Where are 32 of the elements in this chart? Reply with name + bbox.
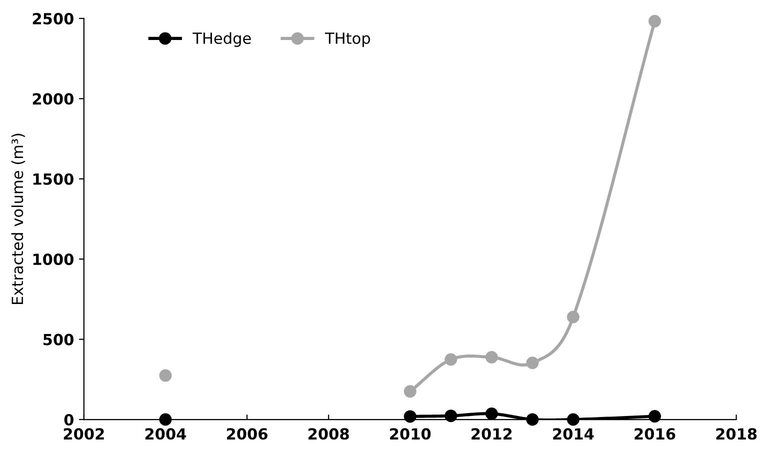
y-tick-label: 500 xyxy=(43,334,74,346)
point xyxy=(485,407,498,420)
x-tick-label: 2018 xyxy=(716,428,757,440)
y-axis-title: Extracted volume (m³) xyxy=(11,134,25,304)
x-tick-label: 2006 xyxy=(226,428,268,440)
x-tick-label: 2010 xyxy=(390,428,431,440)
point xyxy=(159,413,172,426)
point xyxy=(566,413,580,426)
legend-label: THtop xyxy=(324,32,370,47)
point xyxy=(444,410,458,422)
x-tick-label: 2004 xyxy=(145,428,186,440)
x-tick-label: 2014 xyxy=(553,428,594,440)
x-tick-label: 2016 xyxy=(634,428,676,440)
point xyxy=(404,385,416,398)
x-tick-label: 2002 xyxy=(64,428,104,440)
y-tick-label: 0 xyxy=(64,414,74,426)
point xyxy=(485,351,498,364)
y-tick-label: 2000 xyxy=(32,93,74,105)
y-tick-label: 2500 xyxy=(32,12,74,24)
y-tick-label: 1500 xyxy=(33,173,74,185)
legend-label: THedge xyxy=(192,32,251,47)
y-tick-label: 1000 xyxy=(33,254,74,266)
x-tick-label: 2012 xyxy=(472,428,512,440)
point xyxy=(159,369,172,382)
point xyxy=(648,410,661,423)
point xyxy=(526,413,539,426)
x-tick-label: 2008 xyxy=(308,428,349,440)
point xyxy=(444,353,458,366)
point xyxy=(404,410,416,423)
point xyxy=(566,310,580,324)
point xyxy=(526,356,539,370)
point xyxy=(648,14,661,28)
